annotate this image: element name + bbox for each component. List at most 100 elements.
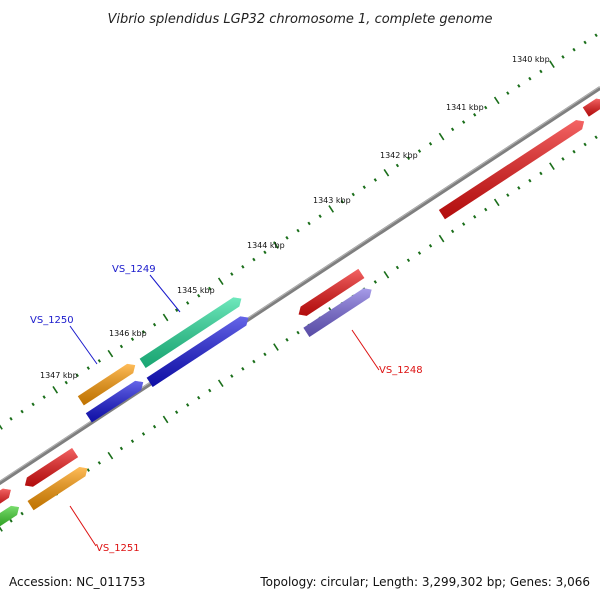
minor-tick [296, 330, 300, 335]
minor-tick [406, 258, 411, 263]
gene-bar [438, 120, 585, 220]
minor-tick [75, 373, 79, 378]
major-tick [273, 241, 279, 249]
callout-line-vs-1250 [69, 325, 98, 365]
minor-tick [539, 69, 543, 74]
gene-bar [0, 488, 11, 504]
minor-tick [186, 403, 190, 407]
major-tick [52, 386, 59, 394]
minor-tick [263, 250, 267, 255]
accession-text: Accession: NC_011753 [9, 575, 145, 589]
minor-tick [406, 156, 411, 161]
minor-tick [174, 308, 179, 313]
minor-tick [241, 367, 245, 371]
major-tick [438, 234, 445, 243]
minor-tick [130, 439, 135, 443]
gene-label-vs-1248: VS_1248 [379, 365, 423, 376]
kbp-label: 1344 kbp [247, 241, 285, 250]
gene-bar [582, 98, 600, 117]
gene-vs-1248-bar [303, 288, 372, 337]
minor-tick [186, 301, 190, 305]
gene-vs-1250-bar [77, 363, 136, 406]
minor-tick [351, 192, 355, 197]
minor-tick [572, 149, 576, 154]
minor-tick [197, 395, 201, 400]
minor-tick [252, 257, 256, 262]
minor-tick [506, 193, 510, 197]
minor-tick [208, 286, 212, 291]
minor-tick [252, 359, 256, 364]
kbp-label: 1340 kbp [512, 55, 550, 64]
kbp-label: 1347 kbp [40, 371, 78, 380]
minor-tick [263, 352, 267, 357]
major-tick [107, 349, 114, 358]
minor-tick [20, 511, 24, 516]
major-tick [383, 270, 390, 279]
minor-tick [119, 344, 124, 349]
minor-tick [583, 40, 587, 45]
callout-line-vs-1249 [149, 274, 181, 313]
minor-tick [461, 222, 466, 226]
minor-tick [528, 76, 532, 81]
gene-bar [85, 380, 144, 423]
minor-tick [417, 149, 422, 153]
minor-tick [307, 221, 311, 226]
minor-tick [517, 84, 521, 88]
major-tick [549, 60, 555, 68]
major-tick [107, 451, 114, 460]
minor-tick [340, 199, 344, 204]
kbp-label: 1341 kbp [446, 103, 484, 112]
minor-tick [539, 171, 543, 176]
minor-tick [473, 113, 477, 117]
minor-tick [296, 228, 300, 233]
major-tick [273, 343, 279, 351]
minor-tick [130, 337, 135, 341]
minor-tick [395, 163, 400, 168]
minor-tick [318, 214, 322, 218]
major-tick [162, 313, 169, 322]
major-tick [383, 168, 390, 177]
gene-label-vs-1250: VS_1250 [30, 315, 74, 326]
minor-tick [119, 446, 124, 451]
minor-tick [594, 33, 598, 38]
major-tick [217, 379, 224, 388]
minor-tick [362, 185, 366, 190]
minor-tick [450, 229, 455, 234]
minor-tick [208, 388, 212, 393]
minor-tick [583, 142, 587, 147]
genome-summary-text: Topology: circular; Length: 3,299,302 bp… [259, 575, 590, 589]
gene-label-vs-1251: VS_1251 [96, 543, 140, 554]
minor-tick [86, 366, 90, 370]
major-tick [0, 424, 3, 430]
minor-tick [197, 293, 201, 298]
minor-tick [86, 468, 90, 472]
minor-tick [428, 243, 433, 248]
minor-tick [528, 178, 532, 183]
minor-tick [230, 374, 234, 378]
minor-tick [373, 280, 377, 284]
tick-marks [0, 33, 598, 532]
kbp-label: 1345 kbp [177, 286, 215, 295]
major-tick [493, 198, 500, 207]
minor-tick [395, 265, 400, 270]
minor-tick [9, 518, 13, 523]
minor-tick [484, 105, 488, 110]
minor-tick [174, 410, 179, 415]
minor-tick [473, 215, 477, 219]
minor-tick [572, 47, 576, 52]
minor-tick [152, 322, 157, 327]
minor-tick [506, 91, 510, 95]
minor-tick [64, 380, 68, 385]
gene-label-vs-1249: VS_1249 [112, 264, 156, 275]
minor-tick [230, 272, 234, 276]
minor-tick [141, 432, 146, 436]
minor-tick [561, 55, 565, 59]
minor-tick [20, 409, 24, 414]
minor-tick [9, 416, 13, 421]
minor-tick [31, 402, 35, 407]
minor-tick [42, 395, 46, 399]
kbp-label: 1343 kbp [313, 196, 351, 205]
minor-tick [373, 178, 377, 182]
major-tick [217, 277, 224, 286]
gene-vs-1249-bar [139, 297, 242, 368]
